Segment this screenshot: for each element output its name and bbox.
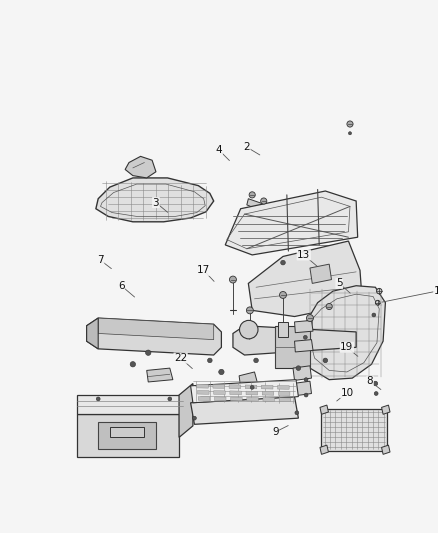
Circle shape <box>304 378 308 382</box>
Polygon shape <box>239 372 258 387</box>
Polygon shape <box>231 397 242 401</box>
Polygon shape <box>261 385 273 389</box>
Circle shape <box>279 292 286 298</box>
Circle shape <box>296 366 301 370</box>
Polygon shape <box>98 422 156 449</box>
Circle shape <box>281 260 285 265</box>
Circle shape <box>219 369 224 375</box>
Circle shape <box>326 303 332 310</box>
Polygon shape <box>214 391 225 394</box>
Circle shape <box>250 385 254 389</box>
Polygon shape <box>78 414 179 457</box>
Text: 8: 8 <box>367 376 373 386</box>
Polygon shape <box>294 340 313 352</box>
Polygon shape <box>96 178 214 222</box>
Polygon shape <box>191 379 298 403</box>
Polygon shape <box>381 445 390 454</box>
Polygon shape <box>230 391 241 395</box>
Text: 3: 3 <box>152 198 159 207</box>
Circle shape <box>304 335 307 339</box>
Polygon shape <box>279 398 291 401</box>
Circle shape <box>377 288 382 294</box>
Polygon shape <box>279 322 288 337</box>
Circle shape <box>307 314 314 321</box>
Polygon shape <box>229 385 240 389</box>
Text: 2: 2 <box>244 142 250 152</box>
Circle shape <box>261 198 267 204</box>
Polygon shape <box>247 397 258 401</box>
Polygon shape <box>225 191 358 255</box>
Polygon shape <box>263 398 275 401</box>
Polygon shape <box>248 241 362 317</box>
Text: 6: 6 <box>118 281 124 290</box>
Polygon shape <box>321 409 387 450</box>
Polygon shape <box>147 368 173 382</box>
Polygon shape <box>276 326 310 368</box>
Polygon shape <box>262 391 274 395</box>
Text: 10: 10 <box>340 387 353 398</box>
Polygon shape <box>247 199 264 210</box>
Polygon shape <box>310 264 332 284</box>
Polygon shape <box>197 384 208 388</box>
Polygon shape <box>191 397 298 424</box>
Polygon shape <box>293 366 311 381</box>
Polygon shape <box>233 326 356 355</box>
Polygon shape <box>381 405 390 414</box>
Polygon shape <box>87 318 221 355</box>
Text: 7: 7 <box>97 255 104 265</box>
Polygon shape <box>98 318 214 340</box>
Polygon shape <box>213 384 224 389</box>
Circle shape <box>304 393 308 397</box>
Polygon shape <box>215 397 226 401</box>
Circle shape <box>349 132 352 135</box>
Polygon shape <box>125 156 156 178</box>
Polygon shape <box>245 385 257 389</box>
Circle shape <box>295 411 299 415</box>
Circle shape <box>249 192 255 198</box>
Polygon shape <box>78 395 183 414</box>
Polygon shape <box>278 385 289 389</box>
Polygon shape <box>302 286 385 379</box>
Text: 1: 1 <box>434 286 438 296</box>
Circle shape <box>374 392 378 395</box>
Circle shape <box>372 313 376 317</box>
Text: 5: 5 <box>336 278 343 288</box>
Polygon shape <box>320 405 328 414</box>
Text: 9: 9 <box>272 427 279 437</box>
Polygon shape <box>179 384 193 438</box>
Circle shape <box>130 361 135 367</box>
Circle shape <box>230 276 237 283</box>
Circle shape <box>168 397 172 401</box>
Text: 17: 17 <box>197 265 210 276</box>
Circle shape <box>347 121 353 127</box>
Circle shape <box>247 307 253 314</box>
Polygon shape <box>87 318 98 349</box>
Circle shape <box>323 358 328 363</box>
Polygon shape <box>294 320 313 333</box>
Polygon shape <box>293 381 311 396</box>
Polygon shape <box>246 391 258 395</box>
Text: 4: 4 <box>216 145 223 155</box>
Circle shape <box>145 350 151 356</box>
Circle shape <box>373 381 378 386</box>
Text: 22: 22 <box>174 353 187 363</box>
Circle shape <box>96 397 100 401</box>
Circle shape <box>240 320 258 339</box>
Polygon shape <box>279 392 290 395</box>
Polygon shape <box>198 391 209 394</box>
Text: 13: 13 <box>297 250 311 260</box>
Polygon shape <box>198 397 210 400</box>
Circle shape <box>193 416 196 420</box>
Circle shape <box>208 358 212 363</box>
Circle shape <box>254 358 258 363</box>
Circle shape <box>375 301 380 305</box>
Polygon shape <box>320 445 328 454</box>
Polygon shape <box>110 427 145 437</box>
Text: 19: 19 <box>340 342 353 352</box>
